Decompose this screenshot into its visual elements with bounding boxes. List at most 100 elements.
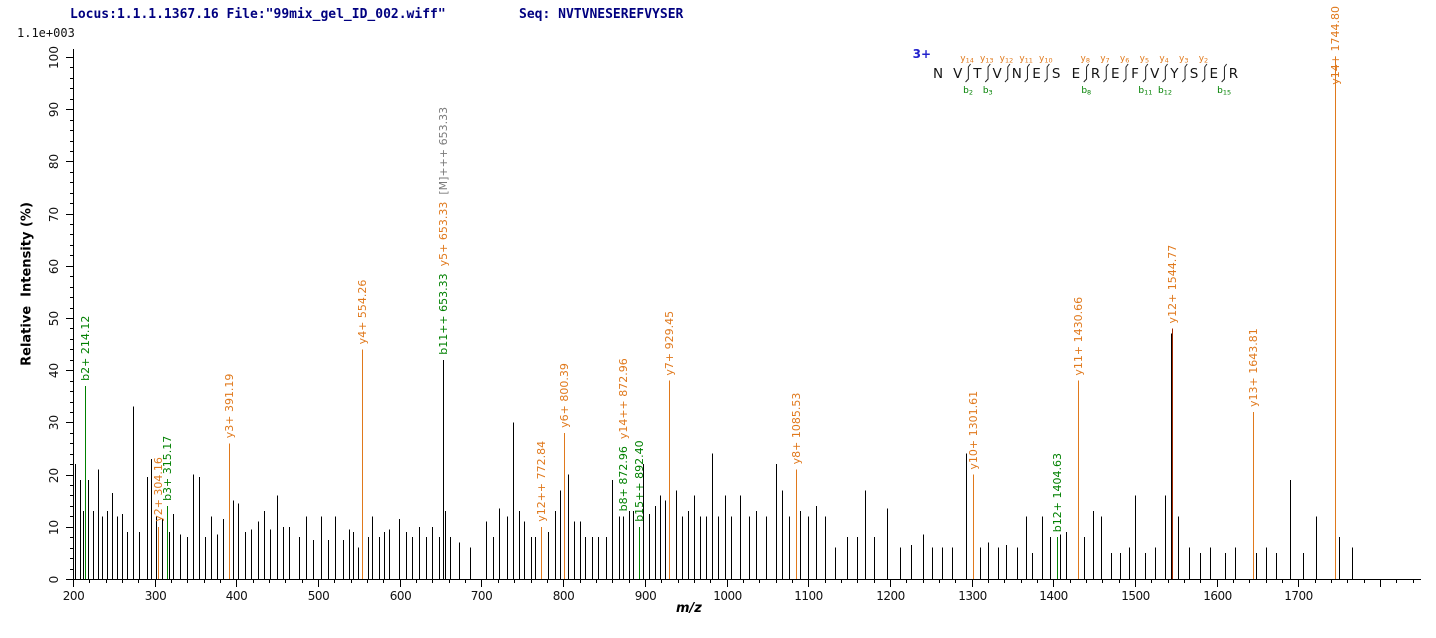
residue-letter: E — [1210, 66, 1219, 82]
x-tick-label: 1200 — [876, 589, 905, 603]
b-ion-tag: b2 — [963, 86, 973, 97]
peak-label: y10+ 1301.61 — [967, 391, 980, 470]
x-tick-label: 200 — [63, 589, 84, 603]
y-ion-tag: y8 — [1081, 54, 1090, 65]
x-tick-label: 700 — [471, 589, 492, 603]
residue-letter: V — [1150, 66, 1160, 82]
peak-label: y11+ 1430.66 — [1072, 297, 1085, 376]
x-tick-label: 400 — [226, 589, 247, 603]
peak-label: y2+ 304.16 — [152, 457, 165, 522]
cleavage-mark — [984, 63, 991, 83]
residue-letter: V — [992, 66, 1002, 82]
x-tick-label: 800 — [553, 589, 574, 603]
residue-letter: V — [953, 66, 963, 82]
b-ion-tag: b8 — [1081, 86, 1091, 97]
peak-label: y12+ 1544.77 — [1166, 245, 1179, 324]
residue-letter: F — [1131, 66, 1139, 82]
y-tick-label: 10 — [47, 520, 61, 535]
x-tick-label: 1600 — [1203, 589, 1232, 603]
peak-label: y12++ 772.84 — [535, 441, 548, 522]
residue-letter: N — [1012, 66, 1022, 82]
y-tick-label: 0 — [47, 576, 61, 584]
residue-letter: R — [1091, 66, 1100, 82]
residue-letter: S — [1052, 66, 1061, 82]
cleavage-mark — [1103, 63, 1109, 83]
y-tick-label: 50 — [47, 311, 61, 326]
annotated-peaks — [85, 57, 1336, 579]
y-tick-label: 20 — [47, 468, 61, 483]
x-tick-label: 300 — [145, 589, 166, 603]
y-axis-labels: 0 10 20 30 40 50 60 70 80 90 100 — [47, 46, 61, 583]
x-tick-label: 600 — [390, 589, 411, 603]
x-axis-title: m/z — [676, 601, 702, 616]
peak-label: y14++ 872.96 — [617, 358, 630, 439]
locus-file-label: Locus:1.1.1.1367.16 File:"99mix_gel_ID_0… — [70, 7, 446, 22]
x-tick-label: 1400 — [1039, 589, 1068, 603]
x-axis-ticks — [73, 579, 1414, 587]
cleavage-mark — [1181, 63, 1188, 83]
peak-label: y3+ 391.19 — [223, 374, 236, 439]
cleavage-mark — [1043, 63, 1050, 83]
y-ion-tag: y3 — [1179, 54, 1188, 65]
axes — [73, 49, 1421, 580]
x-tick-label: 1000 — [713, 589, 742, 603]
residue-letter: R — [1229, 66, 1238, 82]
b-ion-tag: b12 — [1158, 86, 1172, 97]
peak-label: b8+ 872.96 — [617, 446, 630, 511]
residue-letter: N — [933, 66, 943, 82]
b-ion-tag: b15 — [1217, 86, 1231, 97]
residue-letter: Y — [1169, 66, 1179, 82]
x-tick-label: 1300 — [958, 589, 987, 603]
cleavage-mark — [1083, 63, 1090, 83]
peak-label: b2+ 214.12 — [79, 316, 92, 381]
b-ion-tag: b3 — [983, 86, 993, 97]
sequence-label: Seq: NVTVNESEREFVYSER — [519, 7, 684, 22]
cleavage-mark — [1122, 63, 1129, 83]
y-ion-tag: y12 — [1000, 54, 1014, 65]
cleavage-mark — [1162, 63, 1168, 83]
peak-label: y4+ 554.26 — [356, 280, 369, 345]
y-tick-label: 60 — [47, 259, 61, 274]
x-tick-label: 1500 — [1121, 589, 1150, 603]
y-axis-ticks — [66, 57, 73, 580]
peak-label: y7+ 929.45 — [663, 311, 676, 376]
cleavage-mark — [1221, 63, 1228, 83]
y-ion-tag: y5 — [1140, 54, 1149, 65]
y-ion-tag: y6 — [1120, 54, 1129, 65]
y-ion-tag: y2 — [1199, 54, 1208, 65]
peak-label: b12+ 1404.63 — [1051, 453, 1064, 532]
x-tick-label: 900 — [635, 589, 656, 603]
y-tick-label: 30 — [47, 415, 61, 430]
x-tick-label: 500 — [308, 589, 329, 603]
residue-letter: S — [1190, 66, 1199, 82]
peak-label: y8+ 1085.53 — [790, 393, 803, 465]
y-ion-tag: y13 — [980, 54, 994, 65]
y-tick-label: 70 — [47, 207, 61, 222]
cleavage-mark — [1142, 63, 1149, 83]
peak-label: y14+ 1744.80 — [1329, 6, 1342, 85]
x-tick-label: 1700 — [1284, 589, 1313, 603]
peak-label: b15++ 892.40 — [633, 440, 646, 521]
cleavage-mark — [965, 63, 971, 83]
peak-label: b3+ 315.17 — [161, 436, 174, 501]
residue-letter: E — [1072, 66, 1081, 82]
y-ion-tag: y11 — [1019, 54, 1033, 65]
peak-label: [M]+++ 653.33 — [437, 107, 450, 195]
cleavage-mark — [1201, 63, 1208, 83]
x-tick-label: 1100 — [794, 589, 823, 603]
peak-label: y13+ 1643.81 — [1247, 328, 1260, 407]
y-tick-label: 80 — [47, 154, 61, 169]
y-ion-tag: y14 — [960, 54, 974, 65]
b-ion-tag: b11 — [1138, 86, 1152, 97]
cleavage-mark — [1024, 63, 1031, 83]
y-tick-label: 100 — [47, 46, 61, 69]
peak-label: y6+ 800.39 — [558, 363, 571, 428]
residue-letter: E — [1111, 66, 1120, 82]
y-tick-label: 40 — [47, 363, 61, 378]
max-intensity-label: 1.1e+003 — [17, 26, 75, 40]
y-ion-tag: y4 — [1159, 54, 1168, 65]
y-ion-tag: y10 — [1039, 54, 1053, 65]
